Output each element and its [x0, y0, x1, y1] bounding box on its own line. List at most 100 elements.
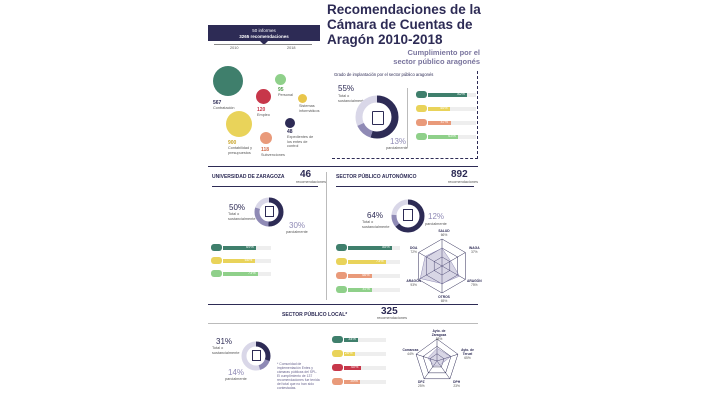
radar-label-pct: 66%	[440, 233, 448, 237]
uz-underline	[212, 186, 318, 187]
implementation-bar-row: 85%	[336, 244, 400, 251]
category-icon	[332, 350, 343, 357]
implementation-bar-row: 26%	[332, 350, 386, 357]
bar-track: 69%	[223, 245, 271, 250]
category-label-subvenciones: Subvenciones	[261, 153, 285, 157]
radar-label-pct: 65%	[440, 299, 448, 303]
handshake-icon	[213, 66, 243, 96]
radar-label: ARAGÓN 75%	[464, 279, 484, 287]
section-divider-1	[208, 166, 478, 167]
spa-clipboard-icon	[403, 209, 413, 221]
spl-count-label: recomendaciones	[377, 316, 407, 320]
bar-fill	[428, 106, 451, 111]
subtitle-line-2: sector público aragonés	[393, 57, 480, 66]
radar-label: Ayto. de Teruel 65%	[458, 348, 478, 360]
bar-fill	[428, 134, 459, 139]
bar-percentage: 63%	[448, 134, 456, 138]
bar-percentage: 34%	[348, 337, 356, 341]
bar-fill	[344, 351, 355, 356]
radar-axis	[423, 360, 438, 379]
radar-label-pct: 93%	[410, 282, 417, 287]
radar-label: INAGA 37%	[464, 246, 484, 254]
overall-box	[332, 71, 478, 159]
radar-label-name: Comarcas	[402, 348, 419, 353]
radar-label: Comarcas 44%	[400, 348, 420, 356]
overall-heading: Grado de implantación por el sector públ…	[334, 72, 434, 77]
bar-percentage: 47%	[362, 287, 371, 291]
category-value-contratacion: 567	[213, 100, 222, 106]
spa-total-pct: 64%	[367, 211, 384, 220]
page-subtitle: Cumplimiento por el sector público arago…	[380, 48, 480, 66]
control-entities-icon	[285, 118, 295, 128]
spl-footnote: * Comunidad de implementación Entes y cá…	[277, 362, 320, 390]
spa-count: 892	[451, 169, 468, 180]
bar-percentage: 39%	[350, 379, 358, 383]
category-icon	[332, 336, 343, 343]
category-value-personal: 95	[278, 87, 284, 93]
radar-label-name: ARAGÓN	[466, 278, 482, 283]
bar-fill	[223, 245, 257, 250]
bar-track: 82%	[428, 92, 476, 97]
category-icon	[332, 364, 343, 371]
implementation-bar-row: 63%	[416, 133, 476, 140]
overall-total-pct: 55%	[338, 84, 355, 93]
radar-label-name: INAGA	[468, 245, 480, 250]
category-label-contratacion: Contratación	[213, 106, 235, 110]
category-icon	[336, 244, 347, 251]
spa-donut	[391, 199, 425, 233]
spa-heading: SECTOR PÚBLICO AUTONÓMICO	[336, 174, 417, 180]
section-divider-3	[208, 323, 478, 324]
timeline-line	[214, 44, 312, 45]
title-line-3: Aragón 2010-2018	[327, 32, 443, 47]
radar-label: OTROS 65%	[434, 295, 454, 303]
banner-reports: 50 informes	[252, 28, 276, 33]
radar-label-name: OTROS	[438, 295, 450, 299]
category-icon	[336, 286, 347, 293]
radar-grid-ring	[415, 338, 459, 380]
bar-fill	[348, 273, 372, 278]
timeline-end: 2018	[287, 46, 296, 50]
radar-axis	[436, 353, 459, 362]
category-icon	[416, 91, 427, 98]
spa-count-label: recomendaciones	[448, 180, 478, 184]
page-title: Recomendaciones de la Cámara de Cuentas …	[327, 2, 487, 47]
spa-total-label: Total o sustancialmente	[362, 220, 390, 229]
subtitle-line-1: Cumplimiento por el	[407, 48, 480, 57]
uz-total-label: Total o sustancialmente	[228, 212, 256, 221]
uz-count: 46	[300, 169, 312, 180]
category-icon	[416, 133, 427, 140]
timeline-start: 2010	[230, 46, 239, 50]
section-divider-2	[208, 304, 478, 305]
radar-axis	[441, 265, 466, 280]
spl-total-pct: 31%	[216, 337, 233, 346]
spa-underline	[336, 186, 474, 187]
implementation-bar-row: 69%	[211, 244, 271, 251]
bar-fill	[344, 379, 361, 384]
reports-banner: 50 informes 3265 recomendaciones	[208, 25, 320, 45]
overall-total-label: Total o sustancialmente	[338, 94, 366, 103]
radar-value-area	[427, 347, 452, 366]
radar-label-pct: 65%	[464, 356, 471, 361]
category-icon	[336, 258, 347, 265]
radar-axis	[436, 360, 451, 379]
radar-label-name: SALUD	[438, 229, 450, 233]
radar-label-name: Ayto. de Zaragoza	[431, 329, 447, 337]
bar-percentage: 46%	[440, 106, 448, 110]
uz-donut	[254, 197, 284, 227]
overall-divider	[407, 88, 408, 148]
radar-label-pct: 72%	[410, 249, 417, 254]
bar-track: 46%	[428, 106, 476, 111]
title-line-1: Recomendaciones de la	[327, 2, 481, 17]
bar-fill	[223, 271, 259, 276]
bar-track: 46%	[348, 273, 400, 278]
implementation-bar-row: 46%	[336, 272, 400, 279]
implementation-bar-row: 39%	[332, 378, 386, 385]
spl-total-label: Total o sustancialmente	[212, 346, 240, 355]
spl-count: 325	[381, 306, 398, 317]
radar-label-pct: 37%	[470, 249, 478, 254]
implementation-bar-row: 40%	[332, 364, 386, 371]
radar-value-area	[419, 247, 460, 284]
radar-axis	[418, 252, 443, 267]
computer-icon	[298, 94, 307, 103]
category-icon	[336, 272, 347, 279]
